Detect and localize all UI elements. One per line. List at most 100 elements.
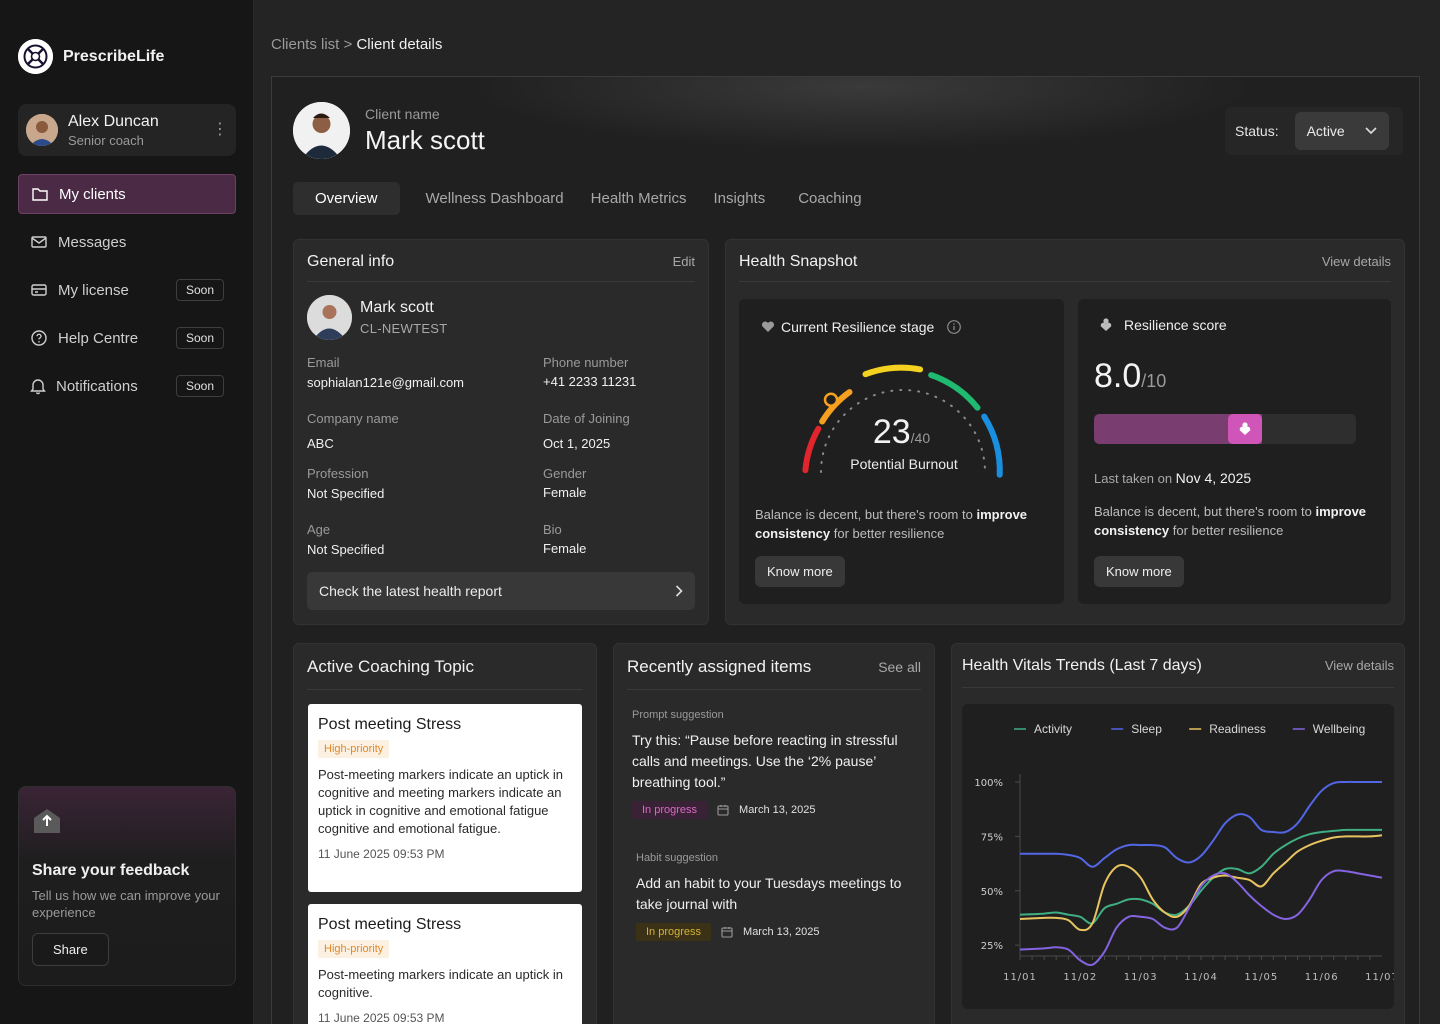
coaching-topic-card[interactable]: Post meeting Stress High-priority Post-m… [308,704,582,892]
coaching-topic-title: Post meeting Stress [318,916,462,933]
legend-label: Readiness [1209,722,1266,736]
user-profile-card[interactable]: Alex Duncan Senior coach ⋮ [18,104,236,156]
bio-field: Bio Female [543,522,586,556]
score-last-taken: Last taken on Nov 4, 2025 [1094,470,1251,486]
stage-score: 23/40 [739,413,1064,452]
status-select[interactable]: Active [1294,112,1389,150]
calendar-icon [717,805,729,816]
snapshot-title: Health Snapshot [739,253,858,270]
x-tick-label: 11/05 [1244,972,1278,983]
stage-know-more-button[interactable]: Know more [755,556,845,587]
gauge-segment-red [802,425,822,474]
legend-label: Activity [1034,722,1072,736]
stage-title-row: Current Resilience stage [761,319,962,335]
score-text-b: improve consistency [1094,504,1367,538]
tab-overview[interactable]: Overview [293,182,400,215]
user-role: Senior coach [68,132,144,148]
share-button[interactable]: Share [32,933,109,966]
nav-item-my-license[interactable]: My license Soon [18,270,236,310]
status-value: Active [1306,123,1345,139]
tab-wellness-dashboard[interactable]: Wellness Dashboard [425,190,564,207]
nav-item-help-centre[interactable]: Help Centre Soon [18,318,236,358]
general-info-title: General info [307,253,395,270]
heart-icon [761,321,775,332]
y-tick-label: 25% [981,941,1003,952]
snapshot-view-details-link[interactable]: View details [1321,254,1391,269]
series-line-activity [1019,828,1382,925]
y-tick-label: 100% [974,778,1003,789]
gauge-segment-yellow [862,364,924,378]
score-description: Balance is decent, but there's room to i… [1094,502,1374,540]
soon-badge: Soon [175,327,224,349]
client-name-label: Client name [365,105,440,122]
feedback-title: Share your feedback [32,862,190,879]
gauge-segment-blue [981,413,1003,478]
client-avatar [293,102,350,159]
stage-text-b: improve consistency [755,507,1028,541]
profession-label: Profession [307,466,369,481]
snapshot-header: Health Snapshot View details [739,253,1391,282]
user-avatar [26,114,58,146]
tab-coaching[interactable]: Coaching [798,190,862,207]
y-tick-label: 50% [981,887,1003,898]
coaching-header: Active Coaching Topic [307,657,583,690]
x-tick-label: 11/06 [1305,972,1339,983]
score-title-row: Resilience score [1100,317,1227,333]
recent-item-date: March 13, 2025 [743,926,820,938]
score-know-more-button[interactable]: Know more [1094,556,1184,587]
x-tick-label: 11/04 [1184,972,1218,983]
vitals-header: Health Vitals Trends (Last 7 days) View … [962,657,1394,688]
feedback-card: Share your feedback Tell us how we can i… [18,786,236,986]
brand-name: PrescribeLife [63,47,165,65]
tab-health-metrics[interactable]: Health Metrics [590,190,687,207]
nav-item-my-clients[interactable]: My clients [18,174,236,214]
recent-item-meta: In progress March 13, 2025 [632,801,922,819]
client-name: Mark scott [365,124,485,155]
recent-header: Recently assigned items See all [627,657,921,690]
gauge-marker [823,392,839,407]
client-details-panel: Client name Mark scott Status: Active Ov… [271,76,1420,1024]
nav-item-messages[interactable]: Messages [18,222,236,262]
coaching-topic-card[interactable]: Post meeting Stress High-priority Post-m… [308,904,582,1024]
see-all-link[interactable]: See all [878,659,921,675]
bio-label: Bio [543,522,562,537]
info-icon[interactable] [946,319,962,335]
recent-item[interactable]: Prompt suggestion Try this: “Pause befor… [632,709,922,819]
series-line-sleep [1020,780,1382,868]
x-tick-label: 11/07 [1365,972,1394,983]
general-client-row: Mark scott CL-NEWTEST [307,295,448,340]
joining-value: Oct 1, 2025 [543,436,611,451]
x-tick-label: 11/03 [1124,972,1158,983]
age-label: Age [307,522,331,537]
person-heart-icon [1239,422,1251,435]
phone-value: +41 2233 11231 [543,374,637,389]
sidebar: PrescribeLife Alex Duncan Senior coach ⋮… [0,0,254,1024]
company-label: Company name [307,411,399,426]
coaching-topic-date: 11 June 2025 09:53 PM [318,1011,445,1024]
calendar-icon [721,927,733,938]
x-tick-label: 11/02 [1063,972,1097,983]
stage-text-c: for better resilience [830,526,945,541]
score-text-a: Balance is decent, but there's room to [1094,504,1316,519]
nav-item-notifications[interactable]: Notifications Soon [18,366,236,406]
gender-value: Female [543,485,587,500]
breadcrumb-clients-list[interactable]: Clients list [271,36,340,53]
recent-item-type: Habit suggestion [636,852,718,864]
user-name: Alex Duncan [68,112,159,130]
health-report-button[interactable]: Check the latest health report [307,572,695,610]
brand[interactable]: PrescribeLife [18,39,164,74]
tab-insights[interactable]: Insights [713,190,766,207]
recent-items-card: Recently assigned items See all Prompt s… [613,643,935,1024]
stage-max: /40 [910,430,931,446]
recent-item-date: March 13, 2025 [739,804,816,816]
phone-label: Phone number [543,355,629,370]
general-client-name: Mark scott [360,299,434,316]
bio-value: Female [543,541,587,556]
recent-item[interactable]: Habit suggestion Add an habit to your Tu… [636,852,922,941]
edit-link[interactable]: Edit [672,254,695,269]
vitals-view-details-link[interactable]: View details [1324,658,1394,673]
resilience-stage-card: Current Resilience stage 23/40 Potential… [739,299,1064,604]
score-progress-knob [1228,414,1262,444]
more-options-icon[interactable]: ⋮ [212,121,228,138]
score-text-c: for better resilience [1169,523,1284,538]
